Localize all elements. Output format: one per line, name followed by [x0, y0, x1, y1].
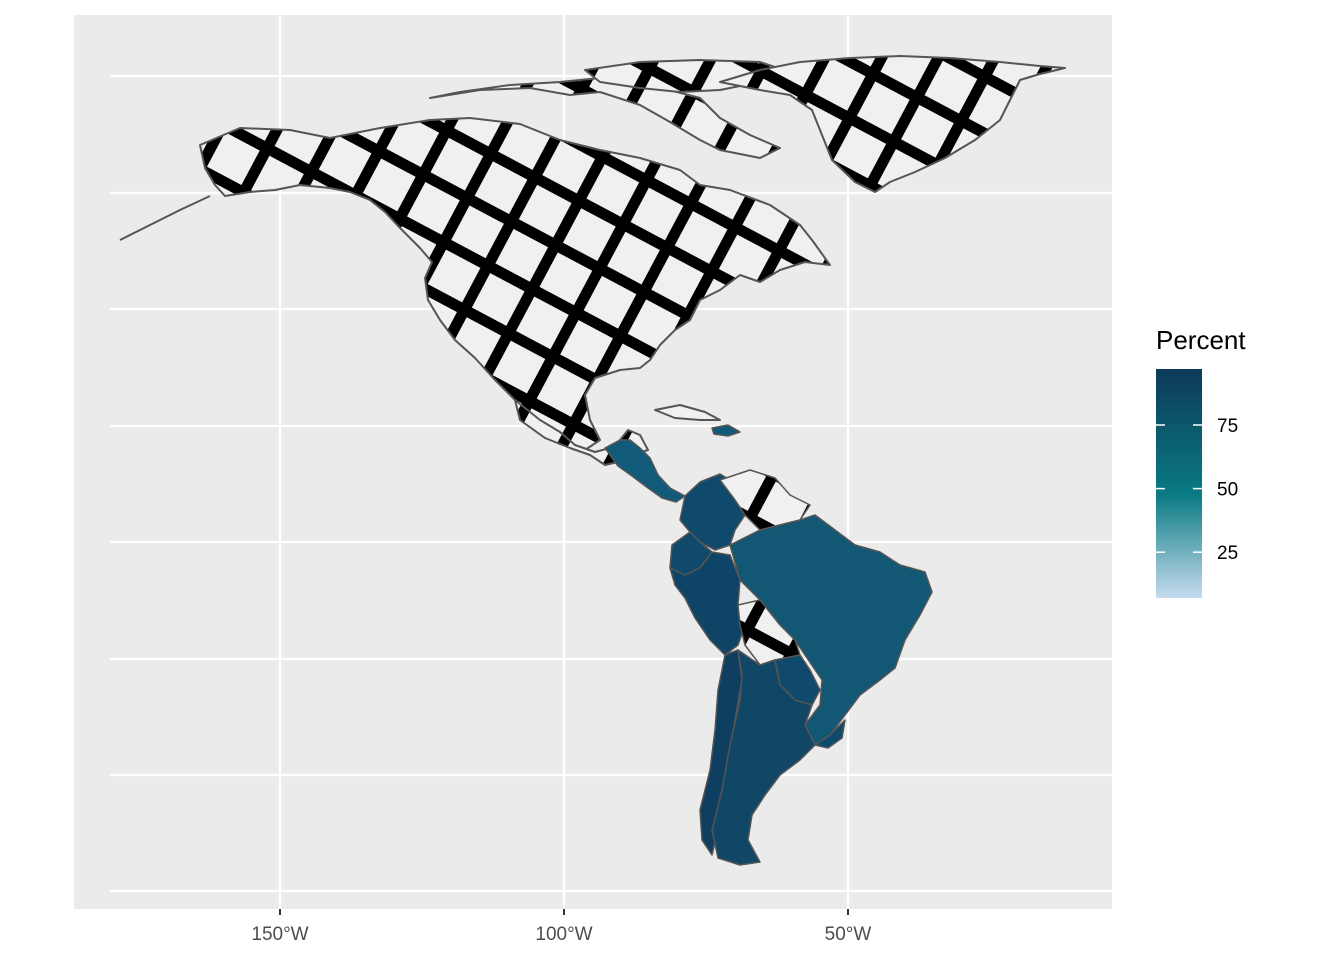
- south-america-regions: [669, 469, 933, 866]
- legend-colorbar: [1156, 369, 1202, 598]
- legend-title: Percent: [1156, 325, 1246, 355]
- x-tick-label: 50°W: [825, 924, 872, 945]
- region-cuba: [654, 404, 721, 421]
- legend: Percent 25 50 75: [1156, 325, 1246, 598]
- x-tick-label: 100°W: [535, 924, 592, 945]
- x-tick-label: 150°W: [251, 924, 308, 945]
- region-north-america-mainland: [199, 117, 831, 451]
- region-hispaniola: [711, 424, 741, 437]
- region-greenland: [719, 55, 1066, 193]
- legend-ticks: 25 50 75: [1156, 416, 1238, 564]
- x-axis: 150°W 100°W 50°W: [251, 909, 871, 945]
- legend-tick-label: 25: [1217, 543, 1238, 564]
- region-central-america: [604, 439, 686, 503]
- region-argentina: [711, 649, 816, 866]
- region-alaska-peninsula: [119, 195, 211, 241]
- central-america-regions: [604, 424, 741, 503]
- legend-tick-label: 50: [1217, 480, 1238, 501]
- legend-tick-label: 75: [1217, 416, 1238, 437]
- region-brazil: [729, 514, 933, 746]
- region-uruguay: [814, 719, 846, 749]
- region-canadian-archipelago: [429, 77, 781, 159]
